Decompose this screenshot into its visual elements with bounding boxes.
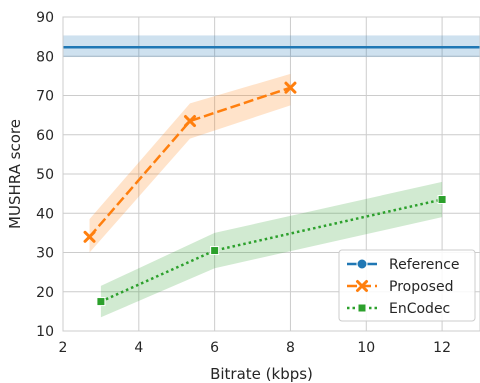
- legend-marker-encodec: [357, 303, 367, 313]
- y-tick-label: 80: [36, 49, 54, 65]
- legend-label-encodec: EnCodec: [389, 301, 450, 317]
- proposed-ci-band: [89, 73, 291, 253]
- series-lines: [63, 45, 480, 303]
- x-tick-label: 4: [134, 340, 143, 356]
- x-tick-label: 6: [210, 340, 219, 356]
- proposed-point: [183, 115, 196, 128]
- legend-label-reference: Reference: [389, 257, 460, 273]
- proposed-line: [88, 86, 291, 238]
- proposed-point: [284, 81, 297, 94]
- y-tick-label: 70: [36, 89, 54, 105]
- y-tick-label: 90: [36, 10, 54, 26]
- encodec-point: [437, 195, 447, 205]
- y-tick-labels: 10 20 30 40 50 60 70 80 90: [36, 10, 54, 340]
- legend-box: [338, 249, 476, 322]
- x-tick-label: 8: [286, 340, 295, 356]
- x-tick-label: 2: [59, 340, 68, 356]
- encodec-ci-band: [100, 181, 443, 318]
- x-tick-labels: 2 4 6 8 10 12: [59, 340, 451, 356]
- series-markers: [83, 81, 447, 307]
- x-axis-label: Bitrate (kbps): [210, 365, 313, 383]
- y-tick-label: 10: [36, 324, 54, 340]
- y-tick-label: 20: [36, 285, 54, 301]
- encodec-point: [210, 246, 220, 256]
- x-tick-label: 10: [357, 340, 375, 356]
- legend-marker-reference: [356, 258, 368, 270]
- y-axis-label: MUSHRA score: [6, 119, 24, 229]
- y-tick-label: 50: [36, 167, 54, 183]
- y-tick-label: 40: [36, 206, 54, 222]
- y-tick-label: 30: [36, 246, 54, 262]
- y-tick-label: 60: [36, 128, 54, 144]
- legend: Reference Proposed EnCodec: [338, 249, 476, 322]
- x-tick-label: 12: [433, 340, 451, 356]
- legend-marker-proposed: [356, 280, 368, 292]
- encodec-point: [96, 297, 106, 307]
- plot-frame: [62, 16, 480, 332]
- legend-label-proposed: Proposed: [389, 279, 453, 295]
- proposed-point: [83, 230, 96, 243]
